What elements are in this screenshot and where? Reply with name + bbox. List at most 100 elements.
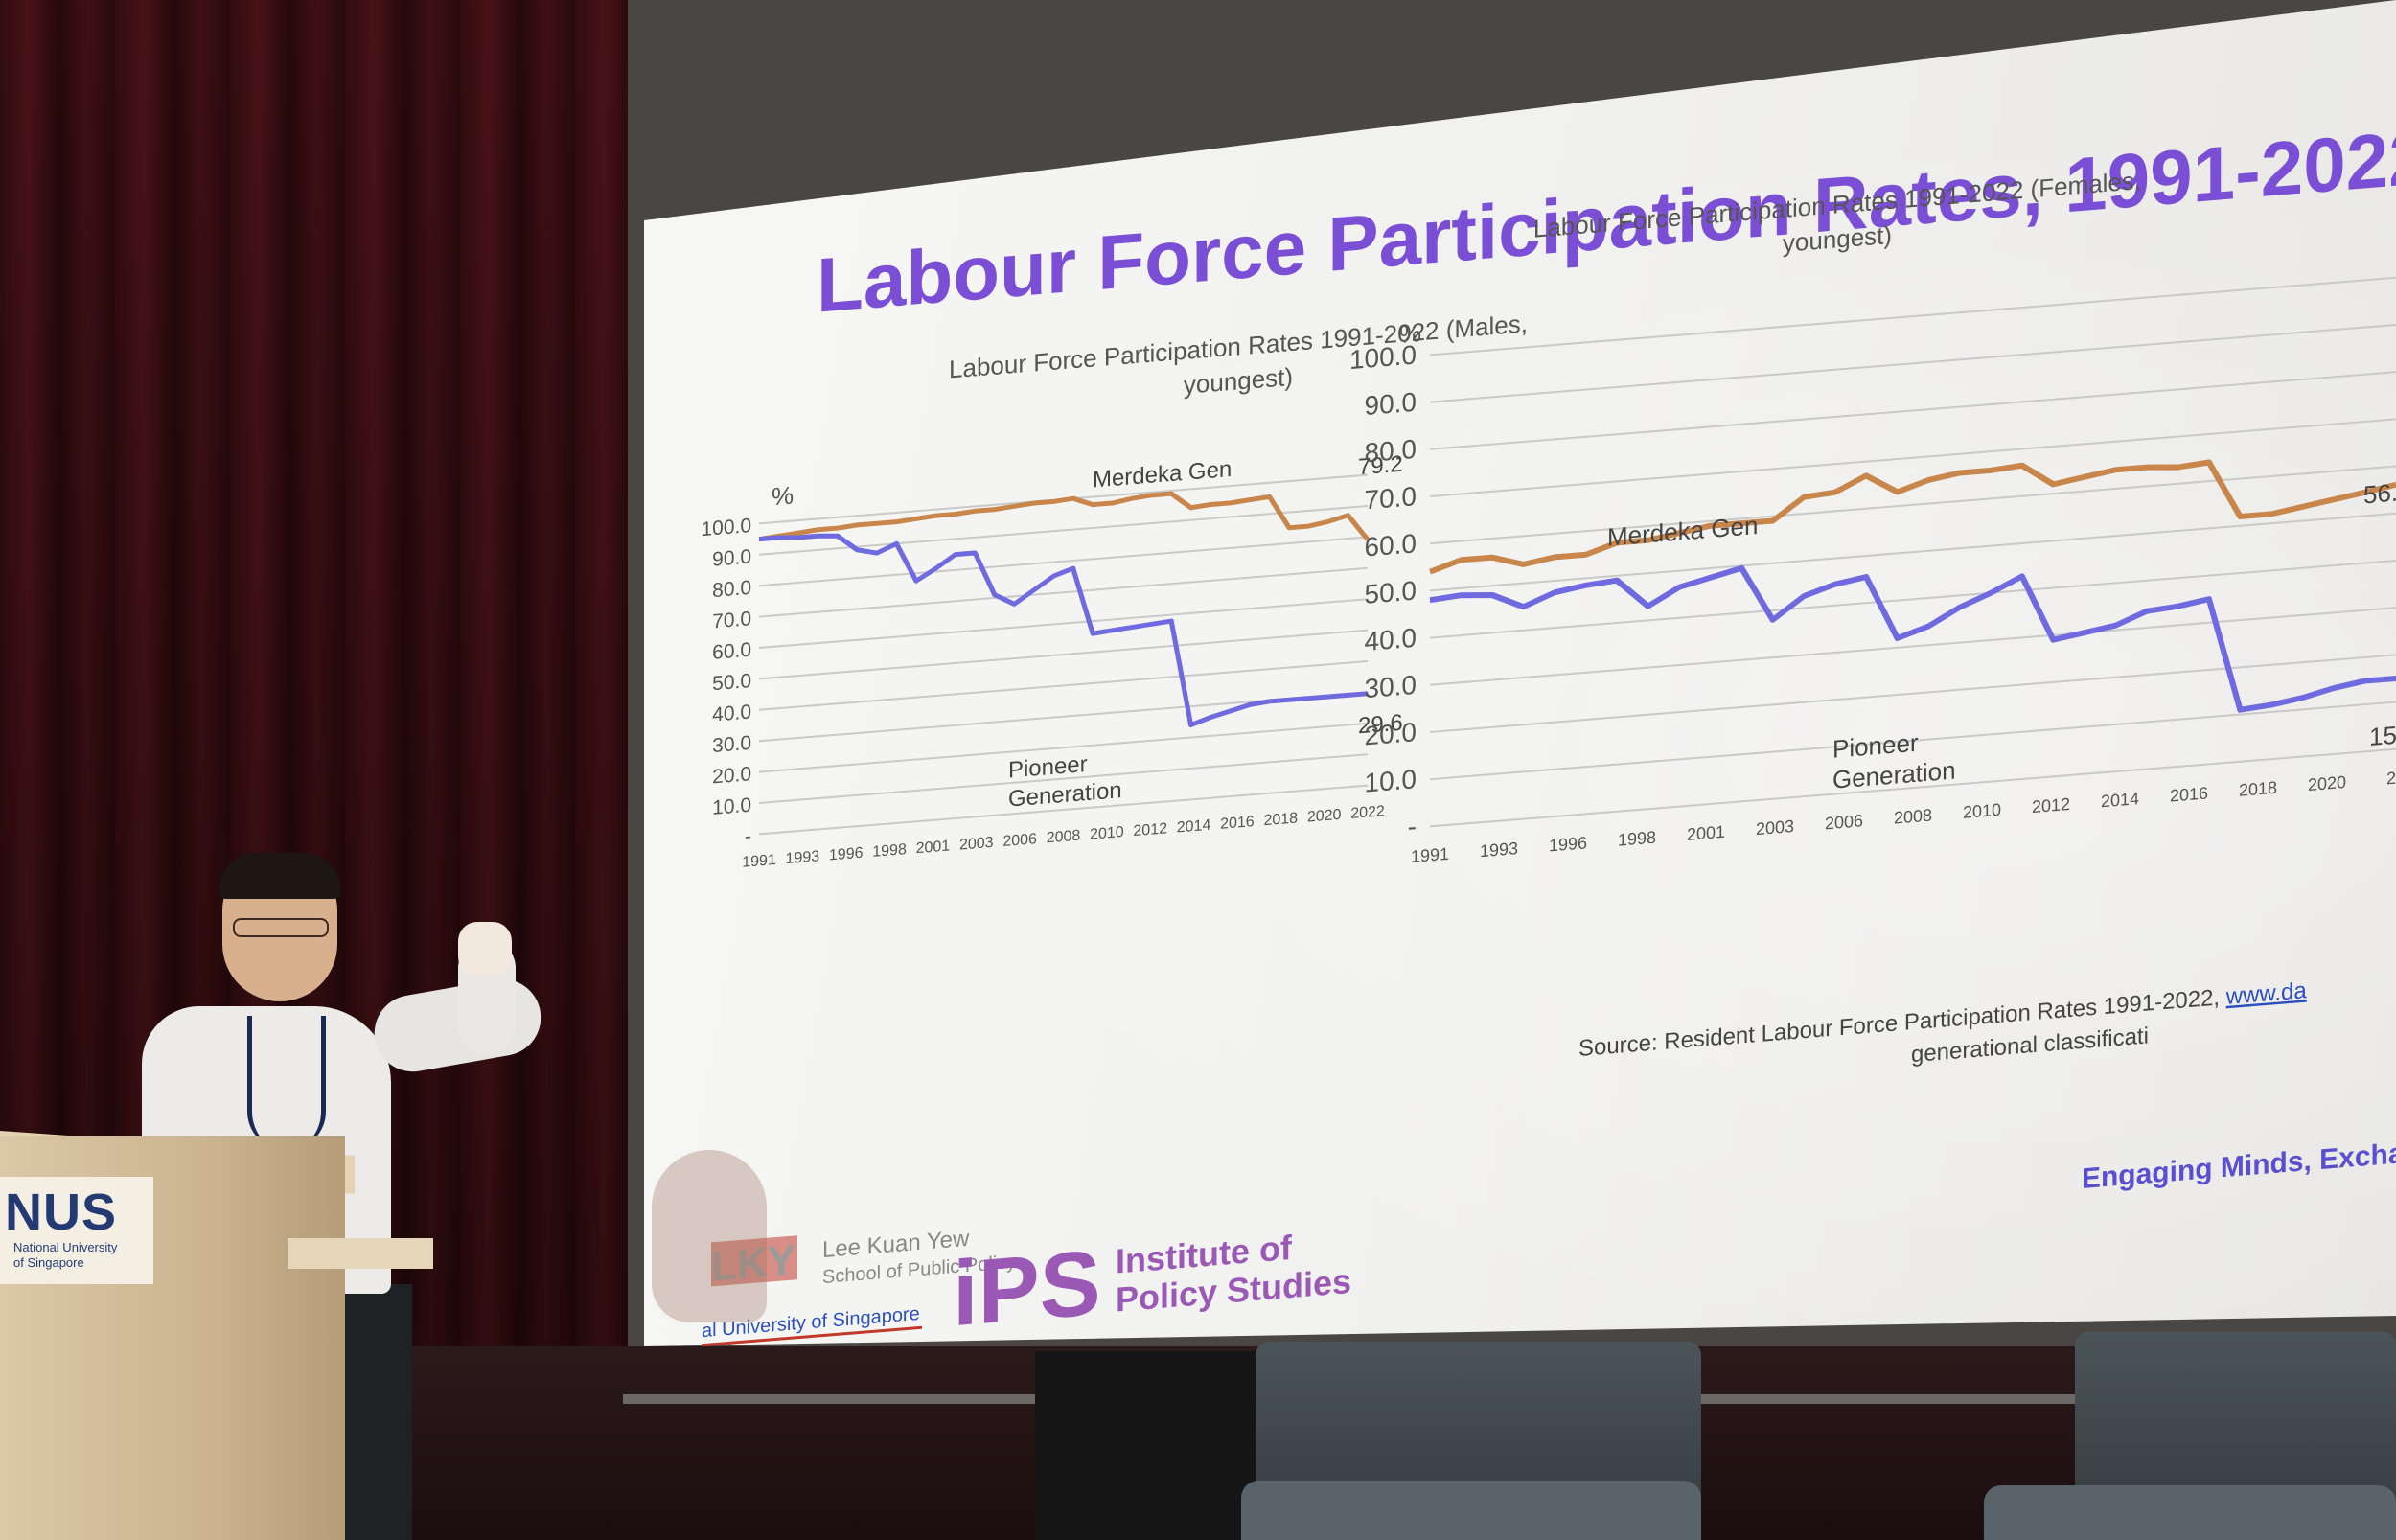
end-label-merdeka: 79.2 bbox=[1358, 451, 1403, 481]
x-tick-label: 2003 bbox=[959, 834, 994, 854]
x-tick-label: 2012 bbox=[1133, 819, 1167, 839]
x-tick-label: 1991 bbox=[1411, 844, 1449, 866]
y-tick-labels: 100.0 90.0 80.0 70.0 60.0 50.0 40.0 30.0 20.0 10.… bbox=[1349, 340, 1417, 842]
x-tick-label: 1993 bbox=[1480, 839, 1518, 861]
y-tick-label: 90.0 bbox=[1365, 387, 1417, 421]
x-tick-label: 1998 bbox=[1618, 828, 1656, 850]
gridline bbox=[759, 784, 1368, 836]
nus-sign bbox=[0, 1177, 153, 1284]
x-tick-label: 2008 bbox=[1894, 806, 1932, 828]
y-tick-label: - bbox=[1408, 812, 1417, 842]
y-tick-label: 100.0 bbox=[701, 515, 751, 540]
series-line-pioneer-generation bbox=[759, 533, 1368, 728]
x-tick-label: 2018 bbox=[2239, 778, 2277, 800]
x-tick-label: 2020 bbox=[1307, 806, 1342, 826]
x-tick-label: 2010 bbox=[1963, 800, 2001, 822]
y-tick-label: 30.0 bbox=[712, 732, 751, 757]
gridline bbox=[1430, 418, 2396, 498]
x-tick-label: 2008 bbox=[1047, 827, 1081, 847]
y-tick-label: 80.0 bbox=[1365, 434, 1417, 468]
x-tick-label: 1996 bbox=[829, 844, 864, 864]
ips-logo: iPS Institute of Policy Studies bbox=[953, 1228, 1351, 1345]
chart-title-line2: youngest) bbox=[1184, 362, 1293, 400]
x-tick-label: 1993 bbox=[786, 847, 820, 867]
y-tick-labels: 100.0 90.0 80.0 70.0 60.0 50.0 40.0 30.0 20.0 10.… bbox=[701, 515, 751, 848]
projector-screen bbox=[644, 0, 2396, 1346]
gridline bbox=[1430, 559, 2396, 639]
series-lines bbox=[1429, 459, 2396, 713]
gridline bbox=[759, 722, 1368, 773]
x-tick-label: 2022 bbox=[1350, 802, 1385, 822]
stage-monitor bbox=[1035, 1351, 1256, 1540]
x-tick-labels: 1991 1993 1996 1998 2001 2003 2006 2008 2010 2012… bbox=[742, 802, 1385, 871]
nus-subtitle: National University of Singapore bbox=[13, 1240, 148, 1271]
footer-tagline: Engaging Minds, Excha bbox=[2082, 1138, 2396, 1195]
speaker-hair bbox=[219, 853, 341, 899]
y-tick-label: 90.0 bbox=[712, 545, 751, 570]
x-tick-label: 2010 bbox=[1090, 823, 1124, 843]
speaker-fist bbox=[458, 922, 512, 976]
x-tick-label: 1991 bbox=[742, 851, 776, 871]
y-tick-label: 20.0 bbox=[712, 763, 751, 788]
end-label-pioneer: 29.6 bbox=[1358, 710, 1403, 740]
x-tick-label: 2003 bbox=[1756, 816, 1794, 839]
y-tick-label: 20.0 bbox=[1365, 717, 1417, 750]
x-tick-label: 2006 bbox=[1002, 830, 1037, 850]
x-tick-label: 2012 bbox=[2032, 794, 2070, 816]
y-tick-label: 30.0 bbox=[1365, 670, 1417, 703]
gridline bbox=[1430, 654, 2396, 733]
gridlines bbox=[1430, 276, 2396, 828]
armchair-right-arm bbox=[1984, 1485, 2396, 1540]
annotation-merdeka-gen: Merdeka Gen bbox=[1607, 511, 1758, 552]
gridline bbox=[1430, 465, 2396, 545]
gridline bbox=[759, 566, 1368, 618]
gridline bbox=[1430, 607, 2396, 686]
x-tick-label: 2020 bbox=[2308, 772, 2346, 794]
x-tick-label: 1996 bbox=[1549, 833, 1587, 855]
nus-subtitle-line1: National University bbox=[13, 1240, 118, 1254]
annotation-pioneer: Pioneer bbox=[1832, 728, 1919, 764]
y-tick-label: 60.0 bbox=[712, 639, 751, 664]
source-link[interactable]: www.da bbox=[2225, 977, 2308, 1010]
gridline bbox=[1430, 371, 2396, 450]
y-tick-label: 60.0 bbox=[1365, 528, 1417, 562]
gridline bbox=[759, 660, 1368, 711]
y-tick-label: 80.0 bbox=[712, 577, 751, 602]
end-label-merdeka: 56.1 bbox=[2363, 476, 2396, 509]
speaker-lanyard bbox=[247, 1016, 326, 1150]
y-axis-unit-label: % bbox=[772, 481, 794, 512]
y-tick-label: - bbox=[745, 825, 751, 848]
x-tick-label: 2016 bbox=[2170, 783, 2208, 805]
screen-glare bbox=[644, 0, 2396, 1346]
x-tick-label: 2014 bbox=[2101, 789, 2139, 811]
x-tick-label: 20 bbox=[2386, 768, 2396, 789]
gridline bbox=[759, 753, 1368, 804]
podium-ledge bbox=[288, 1238, 433, 1269]
gridline bbox=[759, 598, 1368, 650]
x-tick-label: 1998 bbox=[872, 840, 907, 861]
lky-red-mark bbox=[711, 1235, 797, 1287]
x-tick-label: 2001 bbox=[916, 837, 951, 857]
y-tick-label: 100.0 bbox=[1349, 340, 1417, 376]
lky-logo: LKY Lee Kuan Yew School of Public Policy… bbox=[702, 1226, 1016, 1347]
gridline bbox=[759, 536, 1368, 587]
gridline bbox=[759, 629, 1368, 680]
lky-underline bbox=[702, 1325, 922, 1347]
y-tick-label: 70.0 bbox=[1365, 481, 1417, 515]
x-tick-label: 2014 bbox=[1177, 816, 1211, 837]
gridline bbox=[1430, 701, 2396, 781]
series-line-pioneer-generation bbox=[1429, 564, 2396, 713]
y-tick-label: 40.0 bbox=[712, 701, 751, 725]
nus-subtitle-line2: of Singapore bbox=[13, 1255, 84, 1270]
x-tick-label: 2016 bbox=[1220, 813, 1255, 833]
x-tick-label: 2018 bbox=[1263, 809, 1298, 829]
gridline bbox=[1430, 512, 2396, 592]
gridlines bbox=[759, 473, 1368, 836]
end-label-pioneer: 15 bbox=[2369, 721, 2396, 751]
y-tick-label: 50.0 bbox=[1365, 576, 1417, 609]
y-tick-label: 50.0 bbox=[712, 670, 751, 695]
hand-shadow-on-screen bbox=[652, 1150, 767, 1322]
gridline bbox=[1430, 276, 2396, 356]
series-line-merdeka-gen bbox=[1429, 459, 2396, 575]
